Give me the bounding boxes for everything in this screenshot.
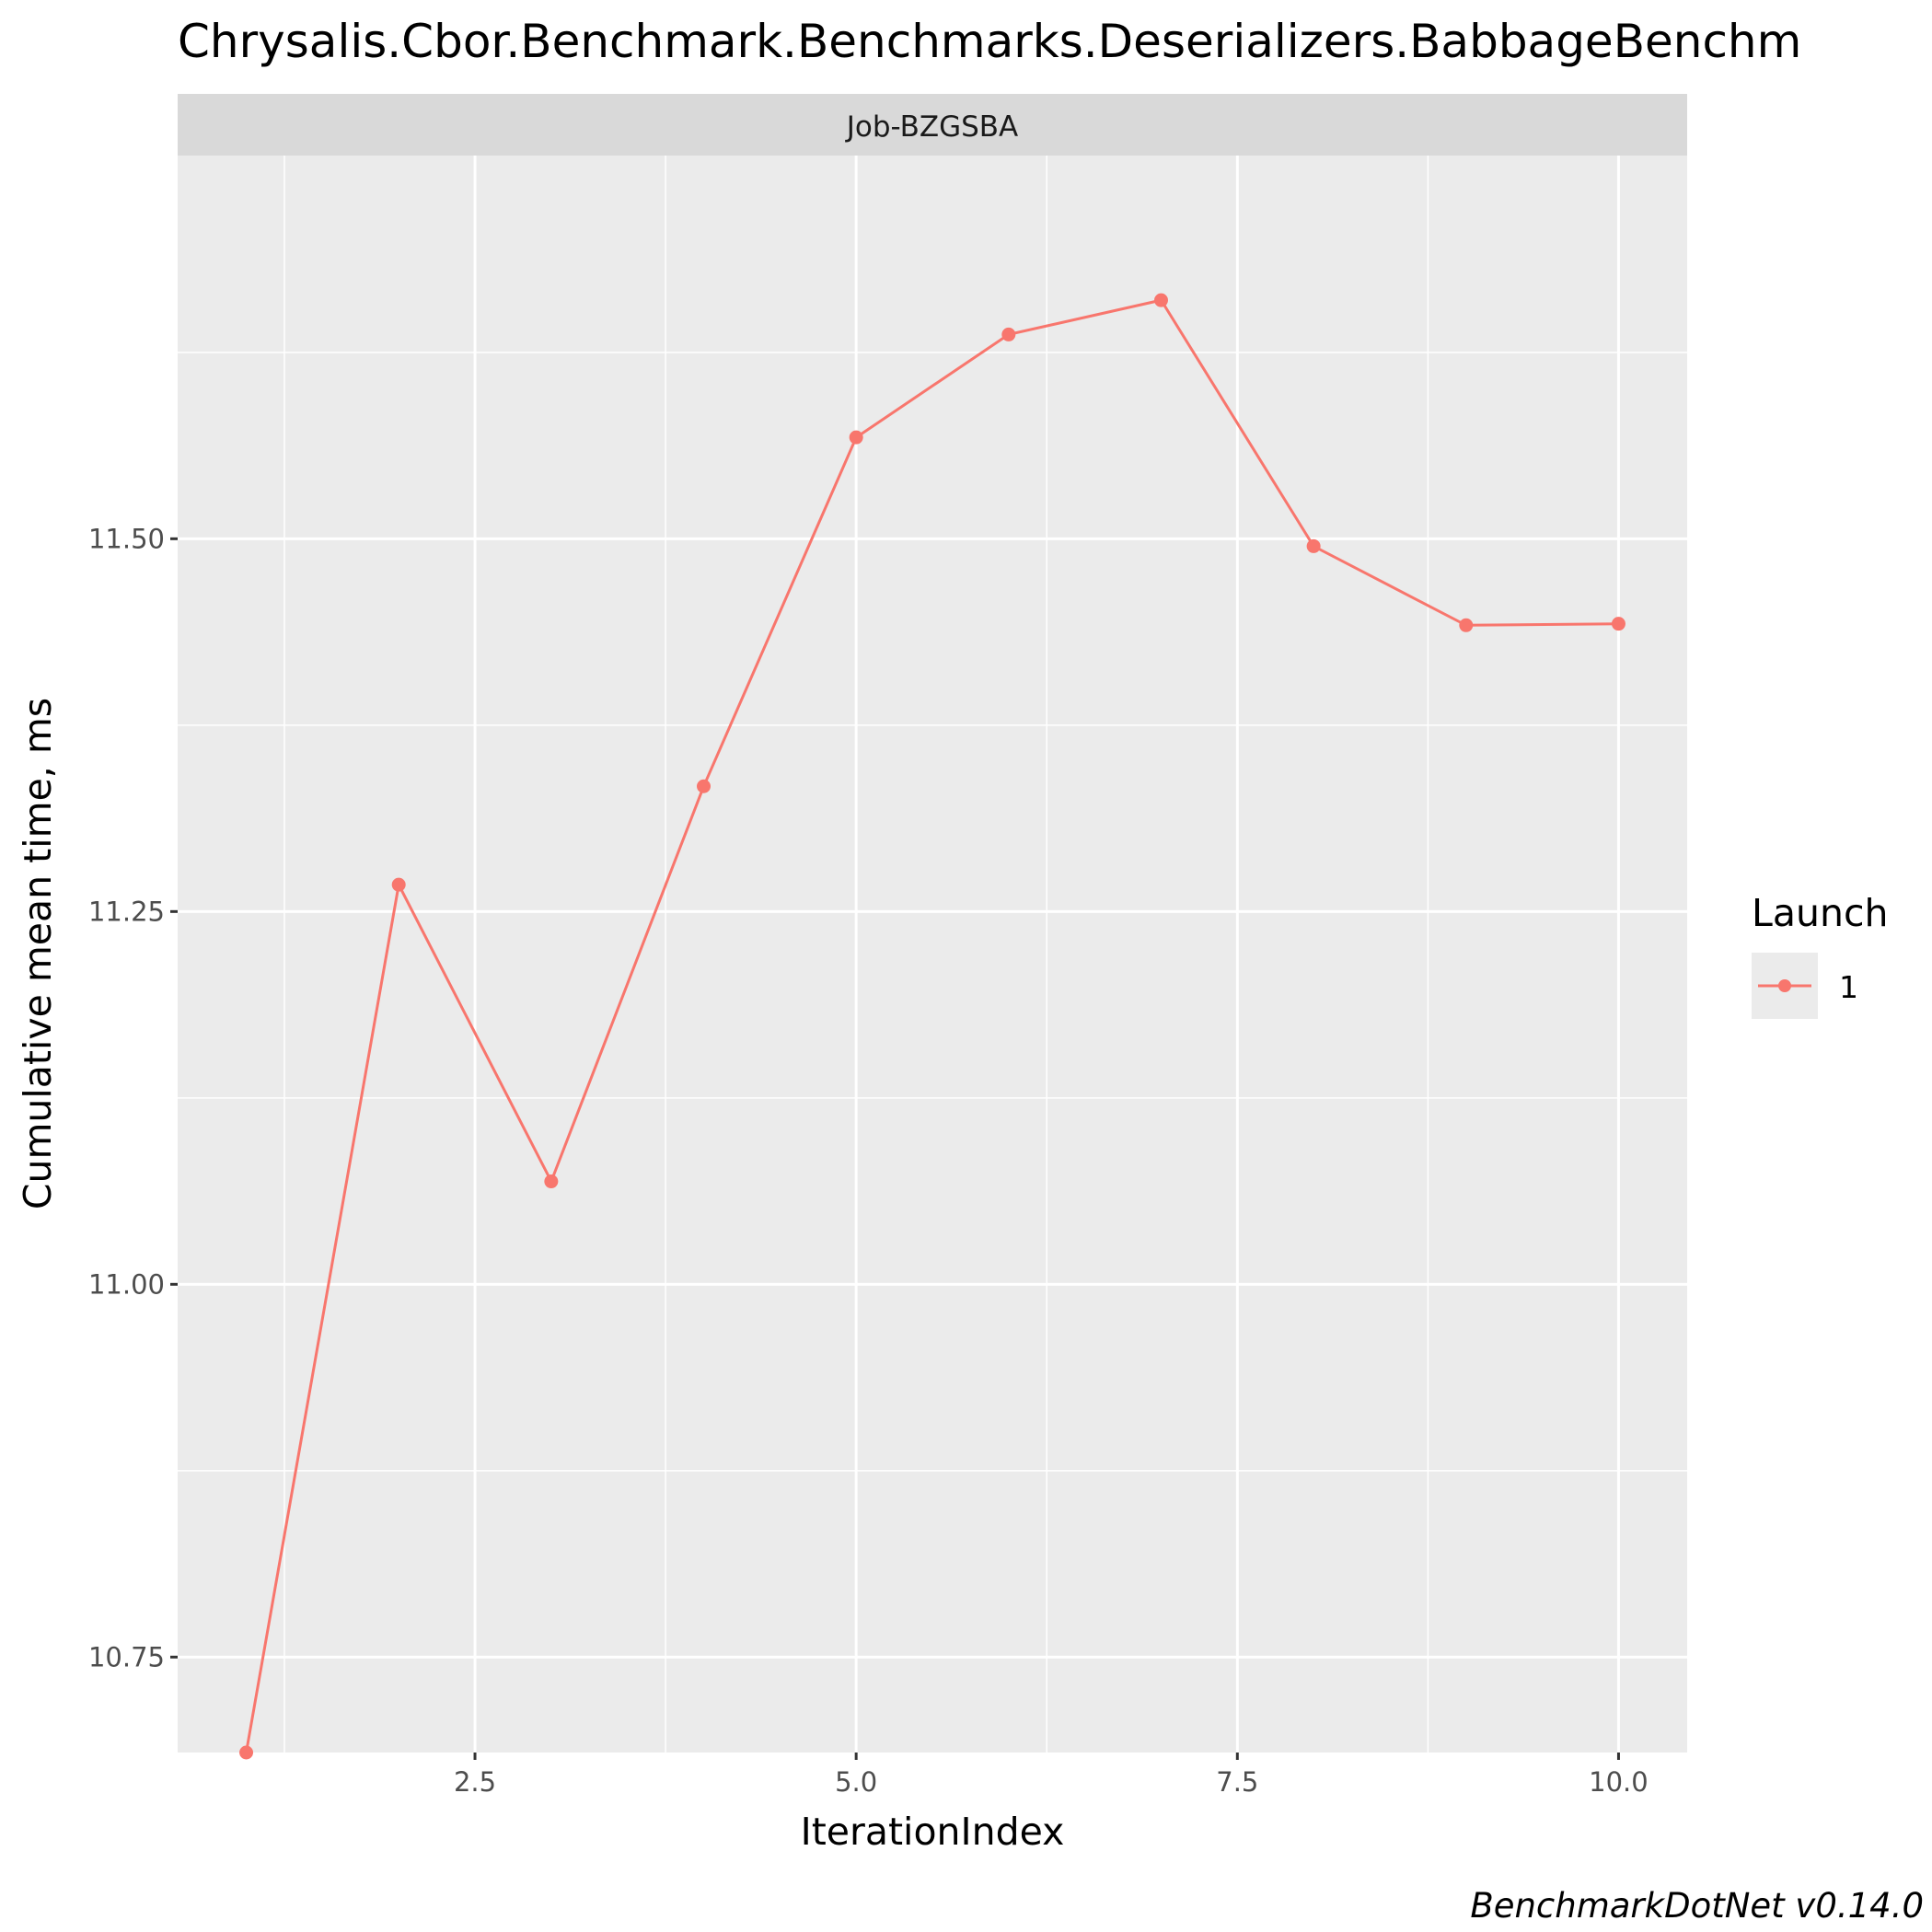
legend-item-label: 1 bbox=[1839, 969, 1858, 1005]
x-axis: 2.5 5.0 7.5 10.0 bbox=[454, 1753, 1649, 1798]
data-point bbox=[697, 779, 711, 793]
minor-gridlines bbox=[178, 156, 1687, 1753]
chart-title: Chrysalis.Cbor.Benchmark.Benchmarks.Dese… bbox=[178, 15, 1801, 68]
plot-panel bbox=[178, 156, 1687, 1753]
data-point bbox=[1459, 618, 1474, 632]
data-point bbox=[1001, 327, 1016, 341]
series-line bbox=[245, 298, 1619, 1753]
data-point bbox=[1153, 293, 1168, 307]
data-point bbox=[391, 877, 406, 892]
data-point bbox=[1306, 538, 1321, 553]
caption: BenchmarkDotNet v0.14.0 bbox=[1470, 1886, 1924, 1926]
y-tick-label: 11.25 bbox=[88, 896, 165, 927]
x-axis-label: IterationIndex bbox=[801, 1810, 1065, 1854]
series-layer bbox=[239, 293, 1625, 1760]
x-tick-label: 7.5 bbox=[1216, 1766, 1258, 1798]
y-tick-label: 10.75 bbox=[88, 1641, 165, 1672]
y-tick-label: 11.50 bbox=[88, 523, 165, 554]
y-tick-label: 11.00 bbox=[88, 1268, 165, 1300]
legend-title: Launch bbox=[1752, 891, 1888, 935]
y-axis: 10.75 11.00 11.25 11.50 bbox=[88, 523, 178, 1672]
x-tick-label: 10.0 bbox=[1589, 1766, 1649, 1798]
facet-strip bbox=[178, 94, 1687, 156]
data-point bbox=[239, 1745, 254, 1760]
facet-label: Job-BZGSBA bbox=[845, 110, 1019, 144]
x-tick-label: 5.0 bbox=[835, 1766, 877, 1798]
data-point bbox=[849, 430, 863, 445]
x-tick-label: 2.5 bbox=[454, 1766, 496, 1798]
y-axis-label: Cumulative mean time, ms bbox=[16, 698, 60, 1209]
data-point bbox=[544, 1174, 559, 1189]
legend-key-point bbox=[1778, 979, 1791, 992]
data-point bbox=[1611, 617, 1625, 631]
